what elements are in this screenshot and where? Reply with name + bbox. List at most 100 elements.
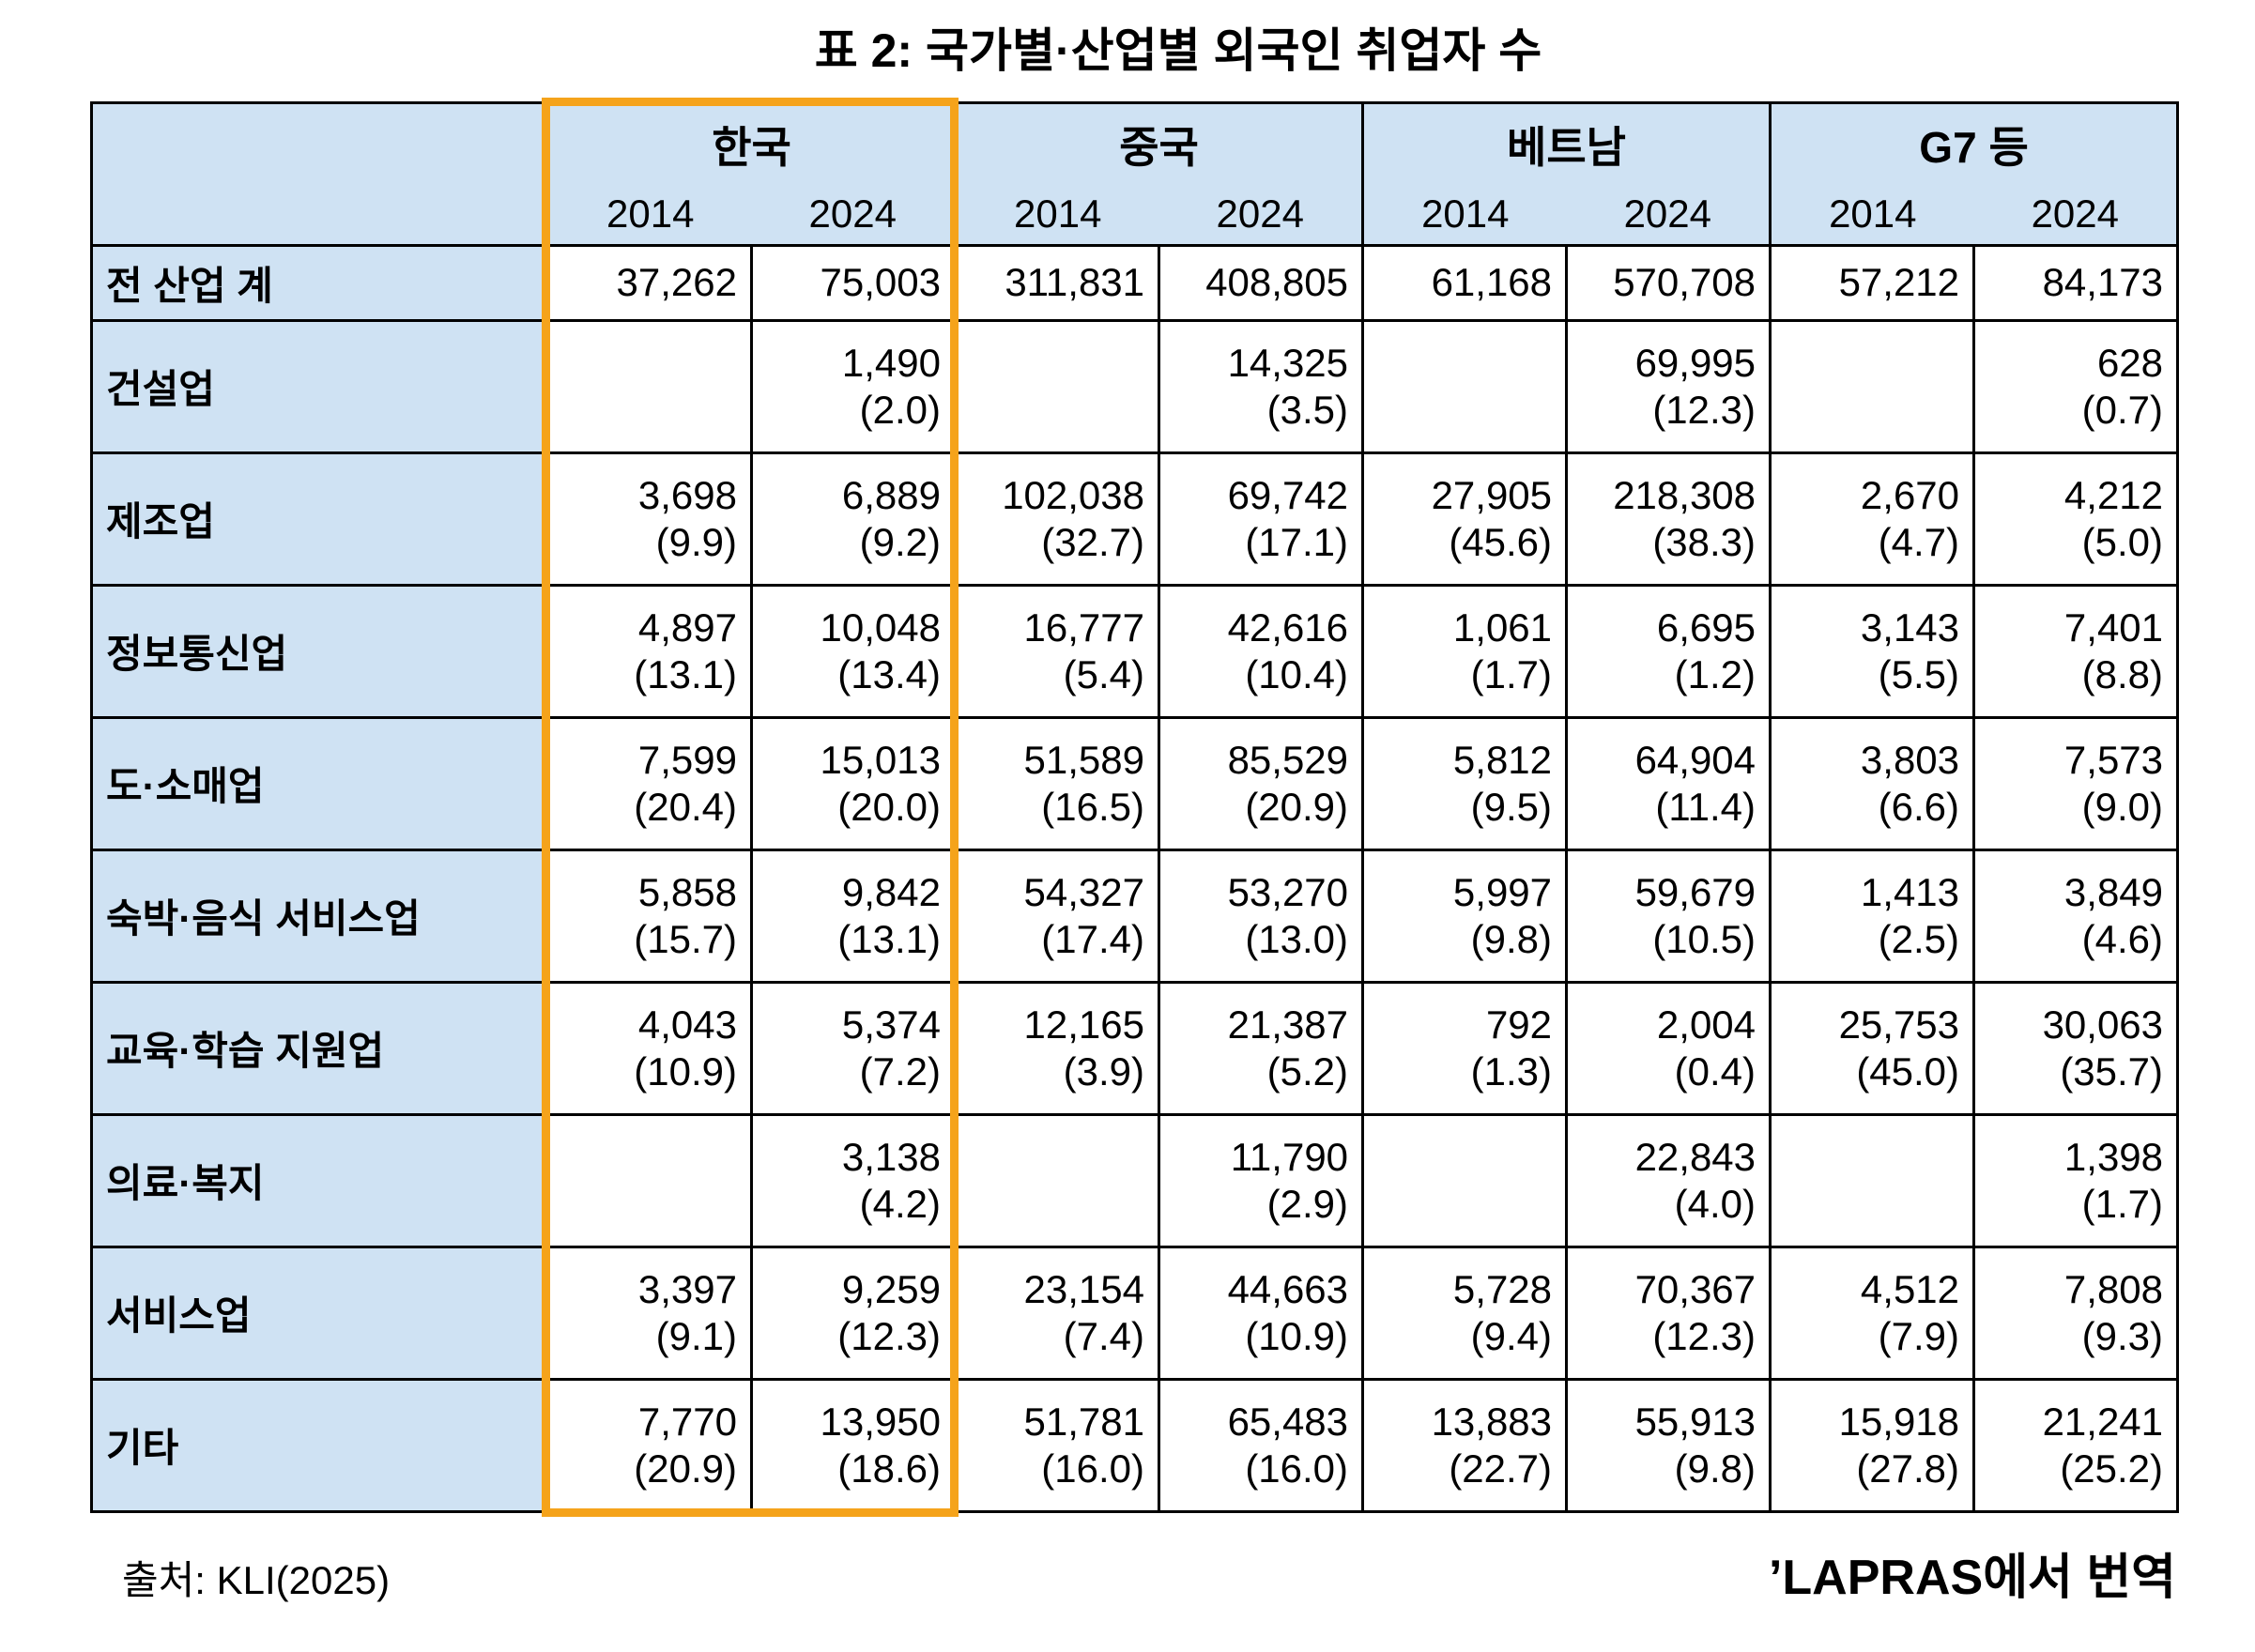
row-label: 기타	[90, 1377, 549, 1513]
table-row: 기타 7,770 (20.9) 13,950 (18.6) 51,781 (16.0) 65,…	[90, 1377, 2180, 1513]
cell-value: 3,143	[1860, 604, 1960, 650]
cell-value: 1,490	[841, 340, 942, 385]
cell-percent: (35.7)	[2060, 1048, 2164, 1094]
cell-value: 1,061	[1452, 604, 1553, 650]
data-cell: 1,398 (1.7)	[1972, 1112, 2180, 1248]
data-cell: 5,858 (15.7)	[546, 848, 753, 984]
data-cell: 6,695 (1.2)	[1565, 583, 1772, 719]
data-cell: 408,805	[1158, 243, 1365, 322]
cell-percent: (9.8)	[1674, 1446, 1756, 1491]
data-cell: 22,843 (4.0)	[1565, 1112, 1772, 1248]
cell-value: 1,413	[1860, 869, 1960, 914]
data-cell: 2,004 (0.4)	[1565, 980, 1772, 1116]
data-cell: 3,397 (9.1)	[546, 1245, 753, 1381]
cell-value: 54,327	[1023, 869, 1145, 914]
data-cell	[954, 318, 1161, 454]
cell-percent: (1.7)	[1470, 651, 1553, 696]
group-header-row: 한국 중국 베트남 G7 등	[90, 100, 2180, 247]
cell-value: 70,367	[1634, 1266, 1756, 1311]
cell-value: 7,401	[2063, 604, 2164, 650]
cell-percent: (16.5)	[1041, 784, 1145, 829]
table-row: 제조업 3,698 (9.9) 6,889 (9.2) 102,038 (32.7) 69,7…	[90, 451, 2180, 587]
data-cell: 3,803 (6.6)	[1769, 715, 1976, 851]
data-cell: 102,038 (32.7)	[954, 451, 1161, 587]
data-cell: 51,781 (16.0)	[954, 1377, 1161, 1513]
cell-value: 69,995	[1634, 340, 1756, 385]
cell-percent: (9.4)	[1470, 1313, 1553, 1358]
data-cell: 70,367 (12.3)	[1565, 1245, 1772, 1381]
cell-value: 15,918	[1838, 1399, 1960, 1444]
cell-value: 12,165	[1023, 1002, 1145, 1047]
cell-value: 6,695	[1656, 604, 1756, 650]
cell-value: 16,777	[1023, 604, 1145, 650]
data-cell: 3,143 (5.5)	[1769, 583, 1976, 719]
row-label: 제조업	[90, 451, 549, 587]
cell-value: 6,889	[841, 472, 942, 517]
row-label: 정보통신업	[90, 583, 549, 719]
cell-percent: (5.2)	[1266, 1048, 1349, 1094]
cell-value: 84,173	[2042, 260, 2164, 305]
cell-value: 5,997	[1452, 869, 1553, 914]
data-cell: 792 (1.3)	[1361, 980, 1569, 1116]
cell-value: 13,883	[1431, 1399, 1553, 1444]
data-cell: 11,790 (2.9)	[1158, 1112, 1365, 1248]
cell-value: 408,805	[1205, 260, 1349, 305]
cell-percent: (20.9)	[634, 1446, 737, 1491]
data-cell: 53,270 (13.0)	[1158, 848, 1365, 984]
data-cell: 75,003	[749, 243, 958, 322]
data-cell	[546, 318, 753, 454]
year-header: 2014	[1769, 185, 1974, 247]
data-cell: 27,905 (45.6)	[1361, 451, 1569, 587]
cell-percent: (6.6)	[1878, 784, 1960, 829]
cell-value: 4,897	[637, 604, 737, 650]
cell-percent: (11.4)	[1655, 784, 1756, 829]
data-cell: 59,679 (10.5)	[1565, 848, 1772, 984]
cell-value: 22,843	[1634, 1134, 1756, 1179]
cell-value: 7,599	[637, 737, 737, 782]
cell-percent: (38.3)	[1652, 519, 1756, 564]
cell-value: 792	[1485, 1002, 1553, 1047]
cell-percent: (2.9)	[1266, 1181, 1349, 1226]
cell-value: 53,270	[1227, 869, 1349, 914]
cell-percent: (9.2)	[859, 519, 942, 564]
data-cell	[954, 1112, 1161, 1248]
data-cell: 42,616 (10.4)	[1158, 583, 1365, 719]
data-cell: 1,061 (1.7)	[1361, 583, 1569, 719]
cell-value: 7,808	[2063, 1266, 2164, 1311]
data-cell: 311,831	[954, 243, 1161, 322]
cell-value: 59,679	[1634, 869, 1756, 914]
cell-percent: (3.5)	[1266, 387, 1349, 432]
cell-percent: (1.3)	[1470, 1048, 1553, 1094]
cell-value: 30,063	[2042, 1002, 2164, 1047]
data-cell: 5,728 (9.4)	[1361, 1245, 1569, 1381]
cell-percent: (1.2)	[1674, 651, 1756, 696]
cell-percent: (5.0)	[2081, 519, 2164, 564]
source-note: 출처: KLI(2025)	[122, 1557, 391, 1602]
data-cell: 218,308 (38.3)	[1565, 451, 1772, 587]
data-cell: 5,997 (9.8)	[1361, 848, 1569, 984]
data-cell: 5,374 (7.2)	[749, 980, 958, 1116]
year-header: 2024	[751, 185, 958, 247]
data-cell: 6,889 (9.2)	[749, 451, 958, 587]
cell-value: 3,849	[2063, 869, 2164, 914]
data-cell: 3,138 (4.2)	[749, 1112, 958, 1248]
data-cell: 54,327 (17.4)	[954, 848, 1161, 984]
group-header-korea: 한국	[545, 100, 958, 185]
cell-percent: (2.5)	[1878, 916, 1960, 961]
cell-value: 1,398	[2063, 1134, 2164, 1179]
cell-percent: (10.4)	[1245, 651, 1349, 696]
cell-percent: (5.4)	[1063, 651, 1145, 696]
row-label: 숙박·음식 서비스업	[90, 848, 549, 984]
group-header-china: 중국	[954, 100, 1365, 185]
cell-percent: (13.4)	[837, 651, 942, 696]
cell-percent: (45.0)	[1856, 1048, 1960, 1094]
year-header: 2014	[1361, 185, 1567, 247]
cell-percent: (0.4)	[1674, 1048, 1756, 1094]
data-cell: 69,742 (17.1)	[1158, 451, 1365, 587]
row-label: 도·소매업	[90, 715, 549, 851]
year-header: 2024	[1158, 185, 1365, 247]
year-header: 2024	[1566, 185, 1772, 247]
cell-percent: (0.7)	[2081, 387, 2164, 432]
cell-percent: (2.0)	[859, 387, 942, 432]
cell-percent: (17.4)	[1041, 916, 1145, 961]
